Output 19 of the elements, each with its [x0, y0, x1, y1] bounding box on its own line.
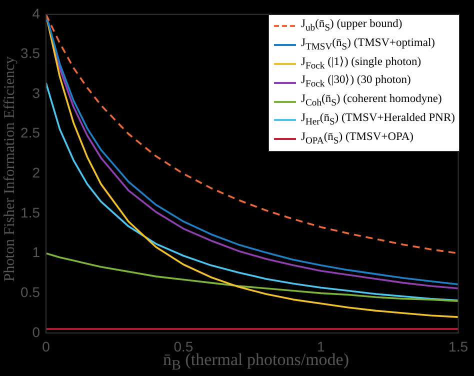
legend-label: J$_{ub}$(n̄$_{S}$) (upper bound) [301, 17, 402, 36]
legend-label: J$_{OPA}$(n̄$_{S}$) (TMSV+OPA) [301, 130, 414, 148]
y-tick-label: 1 [32, 244, 40, 260]
y-tick-label: 1.5 [20, 204, 40, 220]
y-tick-label: 0 [32, 324, 40, 340]
y-tick-label: 3.5 [20, 45, 40, 62]
y-tick-label: 4 [32, 5, 40, 22]
legend-label: J$_{Her}$(n̄$_{S}$) (TMSV+Heralded PNR) [301, 110, 455, 130]
y-tick-label: 2.5 [20, 124, 40, 141]
legend-label: J$_{Fock}$ (|1⟩) (single photon) [301, 54, 422, 73]
legend-label: J$_{TMSV}$(n̄$_{S}$) (TMSV+optimal) [301, 36, 435, 54]
y-tick-label: 0.5 [20, 284, 40, 300]
legend-label: J$_{Fock}$ (|30⟩) (30 photon) [301, 73, 411, 92]
y-tick-label: 3 [32, 84, 40, 101]
legend-label: J$_{Coh}$(n̄$_{S}$) (coherent homodyne) [301, 92, 442, 110]
y-tick-label: 2 [32, 164, 40, 181]
y-axis-title: Photon Fisher Information Efficiency [1, 55, 19, 284]
x-tick-label: 0 [42, 338, 50, 354]
x-tick-label: 1.5 [448, 338, 468, 354]
